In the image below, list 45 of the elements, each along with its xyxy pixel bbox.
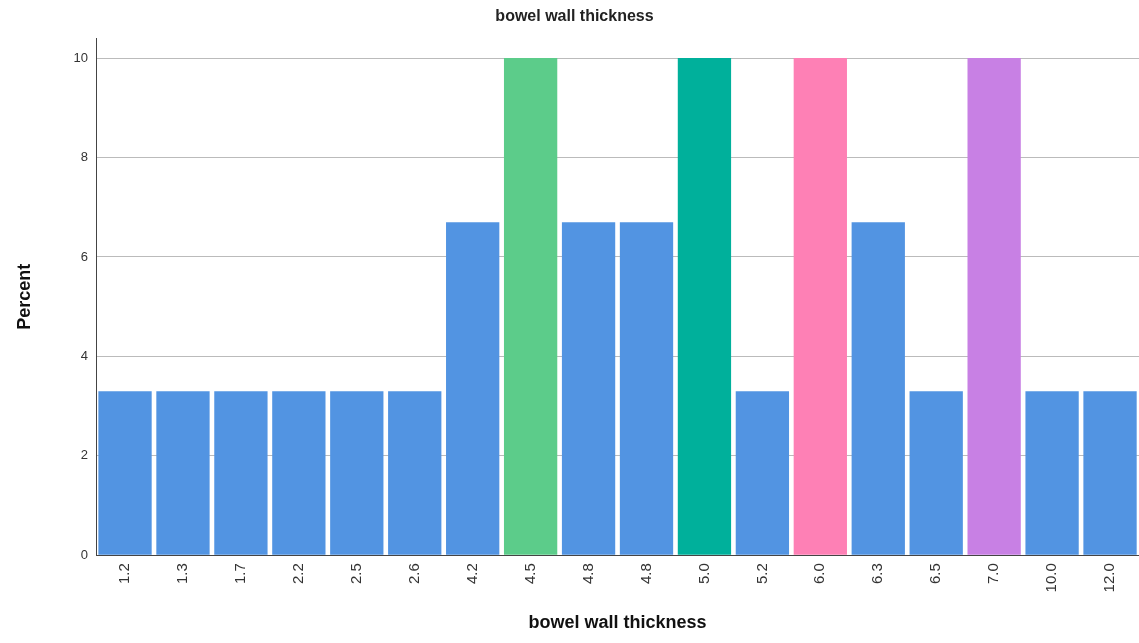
y-tick-label: 4 xyxy=(80,347,89,363)
bar xyxy=(677,58,732,555)
x-tick-label: 6.0 xyxy=(810,563,828,585)
x-tick-label: 6.5 xyxy=(926,563,944,585)
x-tick-label: 4.2 xyxy=(462,563,480,585)
bar xyxy=(1083,391,1137,555)
y-tick-label: 2 xyxy=(80,447,89,463)
bar xyxy=(503,58,558,555)
x-tick-label: 4.8 xyxy=(578,563,596,585)
bar xyxy=(851,222,905,555)
bar xyxy=(793,58,847,555)
x-tick-label: 1.3 xyxy=(173,563,191,585)
y-axis-title: Percent xyxy=(13,263,34,330)
bar xyxy=(1025,391,1079,555)
x-tick-label: 6.3 xyxy=(868,563,886,585)
x-tick-label: 1.7 xyxy=(231,563,249,585)
y-tick-label: 8 xyxy=(80,149,89,165)
x-tick-label: 2.6 xyxy=(404,563,422,585)
bar xyxy=(967,58,1021,555)
bar xyxy=(214,391,268,555)
y-tick-label: 6 xyxy=(80,248,89,264)
y-tick-label: 10 xyxy=(73,49,89,65)
bar xyxy=(330,391,384,555)
bar xyxy=(272,391,326,555)
bar xyxy=(561,222,616,555)
x-tick-label: 10.0 xyxy=(1042,563,1060,593)
x-tick-label: 5.0 xyxy=(694,563,712,585)
bar xyxy=(446,222,500,555)
chart-title: bowel wall thickness xyxy=(495,7,654,25)
x-tick-label: 2.2 xyxy=(288,563,306,585)
bar xyxy=(909,391,963,555)
x-tick-label: 1.2 xyxy=(115,563,133,585)
x-tick-label: 5.2 xyxy=(752,563,770,585)
bar xyxy=(98,391,152,555)
bar xyxy=(388,391,442,555)
bar xyxy=(619,222,674,555)
x-tick-label: 7.0 xyxy=(984,563,1002,585)
bar xyxy=(735,391,790,555)
bar xyxy=(156,391,210,555)
x-tick-label: 4.8 xyxy=(636,563,654,585)
x-tick-label: 12.0 xyxy=(1100,563,1118,593)
x-tick-label: 4.5 xyxy=(520,563,538,585)
x-tick-label: 2.5 xyxy=(346,563,364,585)
y-tick-label: 0 xyxy=(80,546,89,562)
x-axis-title: bowel wall thickness xyxy=(528,612,707,633)
